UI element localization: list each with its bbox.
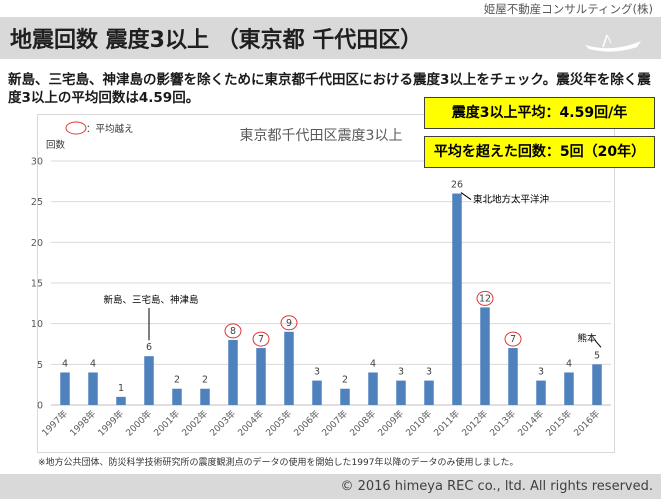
data-label-2004年: 7 <box>258 334 264 345</box>
data-label-2000年: 6 <box>146 342 152 353</box>
data-label-1999年: 1 <box>118 383 124 394</box>
x-tick-label: 1999年 <box>95 408 126 439</box>
data-label-2006年: 3 <box>314 367 320 378</box>
bar-2011年 <box>452 193 462 405</box>
bar-2013年 <box>508 348 518 405</box>
bar-2005年 <box>284 331 294 405</box>
data-label-2008年: 4 <box>370 358 376 369</box>
x-tick-label: 2014年 <box>515 408 546 439</box>
bar-2016年 <box>592 364 602 405</box>
bar-2002年 <box>200 388 210 405</box>
footer-band <box>0 474 661 499</box>
data-label-2005年: 9 <box>286 318 292 329</box>
y-tick-label: 0 <box>37 401 43 412</box>
x-tick-label: 2011年 <box>431 408 462 439</box>
above-average-marker <box>280 315 298 331</box>
data-label-2003年: 8 <box>230 326 236 337</box>
x-tick-label: 2009年 <box>375 408 406 439</box>
x-tick-label: 2003年 <box>207 408 238 439</box>
title-band <box>0 17 661 59</box>
y-tick-label: 20 <box>31 238 43 249</box>
data-label-2009年: 3 <box>398 367 404 378</box>
x-tick-label: 2013年 <box>487 408 518 439</box>
data-label-2007年: 2 <box>342 375 348 386</box>
chart-frame <box>37 114 615 453</box>
bar-2006年 <box>312 380 322 405</box>
bar-2004年 <box>256 348 266 405</box>
copyright: © 2016 himeya REC co., ltd. All rights r… <box>340 479 653 494</box>
bar-2000年 <box>144 356 154 405</box>
y-tick-label: 5 <box>37 360 43 371</box>
data-label-1998年: 4 <box>90 358 96 369</box>
bar-2008年 <box>368 372 378 405</box>
annotation-leader <box>460 192 472 200</box>
above-average-marker <box>224 323 242 339</box>
bar-2007年 <box>340 388 350 405</box>
chart-legend: ：平均越え <box>65 121 134 135</box>
bar-2014年 <box>536 380 546 405</box>
intro-text: 新島、三宅島、神津島の影響を除くために東京都千代田区における震度3以上をチェック… <box>8 72 651 106</box>
legend-marker-icon <box>65 121 87 135</box>
page-title: 地震回数 震度3以上 （東京都 千代田区） <box>10 28 423 53</box>
x-tick-label: 2012年 <box>459 408 490 439</box>
annotation-leader <box>594 340 602 348</box>
bar-2015年 <box>564 372 574 405</box>
company-name: 姫屋不動産コンサルティング(株) <box>483 2 653 16</box>
bar-2003年 <box>228 339 238 405</box>
y-tick-label: 30 <box>31 157 43 168</box>
bar-2001年 <box>172 388 182 405</box>
bar-1998年 <box>88 372 98 405</box>
x-tick-label: 2015年 <box>543 408 574 439</box>
y-axis-label: 回数 <box>46 139 66 151</box>
x-tick-label: 2000年 <box>123 408 154 439</box>
x-tick-label: 2007年 <box>319 408 350 439</box>
bar-2010年 <box>424 380 434 405</box>
bar-1999年 <box>116 396 126 405</box>
x-tick-label: 2010年 <box>403 408 434 439</box>
footnote: ※地方公共団体、防災科学技術研究所の震度観測点のデータの使用を開始した1997年… <box>38 458 519 468</box>
annotation-tohoku: 東北地方太平洋沖 <box>473 194 549 206</box>
chart-title: 東京都千代田区震度3以上 <box>240 128 403 144</box>
x-tick-label: 2006年 <box>291 408 322 439</box>
x-tick-label: 2008年 <box>347 408 378 439</box>
data-label-2010年: 3 <box>426 367 432 378</box>
y-tick-label: 15 <box>31 279 43 290</box>
y-tick-label: 25 <box>31 197 43 208</box>
bar-1997年 <box>60 372 70 405</box>
x-tick-label: 2005年 <box>263 408 294 439</box>
above-average-marker <box>504 331 522 347</box>
data-label-2014年: 3 <box>538 367 544 378</box>
above-average-callout: 平均を超えた回数：5回（20年） <box>424 136 655 168</box>
data-label-2013年: 7 <box>510 334 516 345</box>
x-tick-label: 2016年 <box>571 408 602 439</box>
annotation-islands: 新島、三宅島、神津島 <box>103 294 198 306</box>
annotation-kumamoto: 熊本 <box>577 332 597 344</box>
x-tick-label: 2004年 <box>235 408 266 439</box>
average-callout: 震度3以上平均：4.59回/年 <box>424 97 655 129</box>
data-label-2002年: 2 <box>202 375 208 386</box>
y-tick-label: 10 <box>31 319 43 330</box>
boat-logo-icon <box>585 34 641 52</box>
bar-2009年 <box>396 380 406 405</box>
data-label-2001年: 2 <box>174 375 180 386</box>
above-average-marker <box>252 331 270 347</box>
x-tick-label: 2002年 <box>179 408 210 439</box>
data-label-2011年: 26 <box>451 180 463 191</box>
legend-label: ：平均越え <box>86 123 134 135</box>
x-tick-label: 1997年 <box>39 408 70 439</box>
data-label-2015年: 4 <box>566 358 572 369</box>
data-label-2012年: 12 <box>479 293 491 304</box>
bar-2012年 <box>480 307 490 405</box>
x-tick-label: 2001年 <box>151 408 182 439</box>
data-label-1997年: 4 <box>62 358 68 369</box>
above-average-marker <box>476 290 494 306</box>
x-tick-label: 1998年 <box>67 408 98 439</box>
data-label-2016年: 5 <box>594 350 600 361</box>
